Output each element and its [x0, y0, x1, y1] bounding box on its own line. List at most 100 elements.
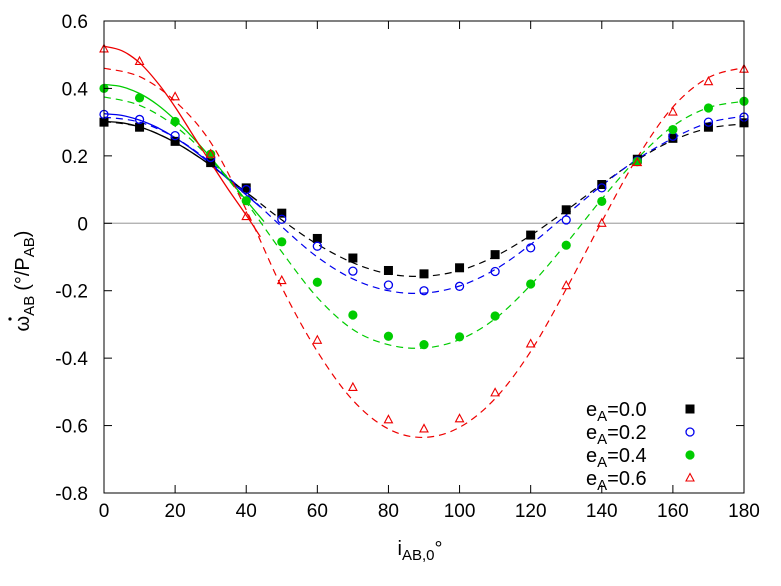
series-2-data-point [561, 240, 571, 250]
y-tick-label: -0.4 [55, 349, 88, 370]
series-3-solid-curve [103, 45, 261, 238]
y-tick-label: 0.4 [62, 79, 89, 100]
legend-entry-label: eA=0.4 [586, 445, 647, 471]
x-tick-label: 180 [728, 501, 760, 522]
legend-label-name: e [586, 468, 597, 490]
series-0-data-point [668, 133, 678, 143]
y-axis-title-symbol: ω [12, 316, 34, 332]
series-1-solid-curve [103, 113, 261, 208]
series-0-data-point [348, 253, 358, 263]
series-0-data-point [490, 250, 500, 260]
series-1-data-point [383, 280, 394, 290]
series-3-data-point [134, 55, 145, 66]
legend-label-name: e [586, 445, 597, 467]
series-1-data-point [419, 286, 429, 296]
series-3-data-point [312, 334, 323, 344]
series-1-data-point [490, 266, 500, 277]
series-1-data-point [703, 117, 714, 127]
series-2-data-point [277, 237, 287, 247]
x-axis-title-suffix: ° [434, 538, 442, 560]
series-3-data-point [596, 217, 607, 227]
points-layer [99, 43, 749, 433]
series-0-data-point [206, 158, 216, 168]
series-2-data-point [241, 196, 251, 206]
legend-marker [685, 450, 695, 460]
series-1-data-point [561, 215, 571, 225]
series-0-data-point [526, 230, 536, 240]
legend-marker [685, 404, 695, 414]
x-axis-title-sub: AB,0 [402, 547, 435, 564]
y-axis-title: ωAB(°/PAB) [12, 231, 38, 332]
series-1-data-point [348, 266, 358, 276]
y-axis-title-group: ωAB(°/PAB) [8, 231, 38, 332]
series-2-data-point [454, 332, 465, 342]
ticks-layer [103, 20, 745, 494]
series-3-data-point [276, 274, 287, 285]
y-tick-label: 0.6 [62, 12, 88, 33]
y-axis-title-unit-open: (°/P [12, 257, 34, 291]
series-0-data-point [277, 208, 287, 218]
series-1-data-point [241, 184, 251, 195]
y-tick-label: -0.2 [55, 282, 88, 303]
series-0-data-point [419, 269, 429, 279]
legend-label-value: =0.2 [607, 422, 646, 444]
legend-label-name: e [586, 422, 597, 444]
series-2-solid-curve [103, 83, 265, 223]
series-0-data-point [241, 183, 251, 193]
x-tick-label: 140 [586, 501, 618, 522]
series-0-data-point [312, 233, 322, 243]
series-1-data-point [134, 114, 145, 125]
legend-label-name: e [586, 399, 597, 421]
series-3-data-point [490, 387, 501, 397]
series-3-data-point [347, 381, 358, 392]
legend-marker [685, 472, 695, 482]
series-1-dashed-curve [103, 115, 745, 294]
series-2-data-point [134, 93, 145, 103]
legend-entry-label: eA=0.2 [586, 422, 647, 448]
curves-layer [103, 45, 745, 439]
series-2-data-point [206, 149, 216, 159]
series-1-data-point [312, 241, 322, 251]
series-3-data-point [170, 91, 181, 101]
legend: eA=0.0eA=0.2eA=0.4eA=0.6 [586, 399, 695, 494]
series-2-data-point [170, 116, 180, 127]
y-tick-labels: -0.8 -0.6 -0.4 -0.2 0 0.2 0.4 0.6 [55, 12, 88, 505]
series-0-data-point [455, 263, 465, 273]
y-axis-title-sub: AB [21, 296, 38, 316]
series-2-data-point [348, 310, 358, 320]
x-tick-label: 120 [515, 501, 547, 522]
x-tick-label: 80 [378, 501, 399, 522]
y-tick-label: 0 [77, 214, 88, 235]
series-3-data-point [205, 148, 216, 158]
series-1-data-point [526, 243, 536, 253]
legend-entry-label: eA=0.6 [586, 468, 647, 494]
x-tick-label: 40 [236, 501, 257, 522]
x-tick-label: 100 [444, 501, 476, 522]
series-3-data-point [454, 413, 465, 423]
series-3-data-point [383, 414, 394, 424]
series-2-data-point [419, 340, 429, 350]
series-3-data-point [561, 279, 572, 290]
legend-marker [685, 427, 695, 437]
series-2-data-point [490, 311, 500, 321]
y-tick-label: -0.8 [55, 484, 88, 505]
y-axis-title-unit-sub: AB [21, 237, 38, 257]
x-tick-label: 0 [99, 501, 110, 522]
legend-label-sub: A [597, 477, 607, 494]
y-axis-title-dot [8, 317, 12, 321]
series-2-data-point [632, 156, 642, 167]
y-tick-label: -0.6 [55, 417, 88, 438]
x-axis-title-main: i [398, 538, 402, 560]
series-3-data-point [667, 106, 678, 116]
series-2-data-point [703, 103, 714, 113]
series-0-data-point [135, 122, 145, 132]
series-2-data-point [312, 277, 322, 287]
series-1-data-point [454, 281, 465, 291]
series-1-data-point [277, 214, 287, 224]
series-0-data-point [561, 205, 571, 215]
legend-label-value: =0.4 [607, 445, 646, 467]
series-3-data-point [703, 76, 714, 86]
legend-entry-label: eA=0.0 [586, 399, 647, 425]
x-axis-title: iAB,0° [398, 538, 443, 564]
